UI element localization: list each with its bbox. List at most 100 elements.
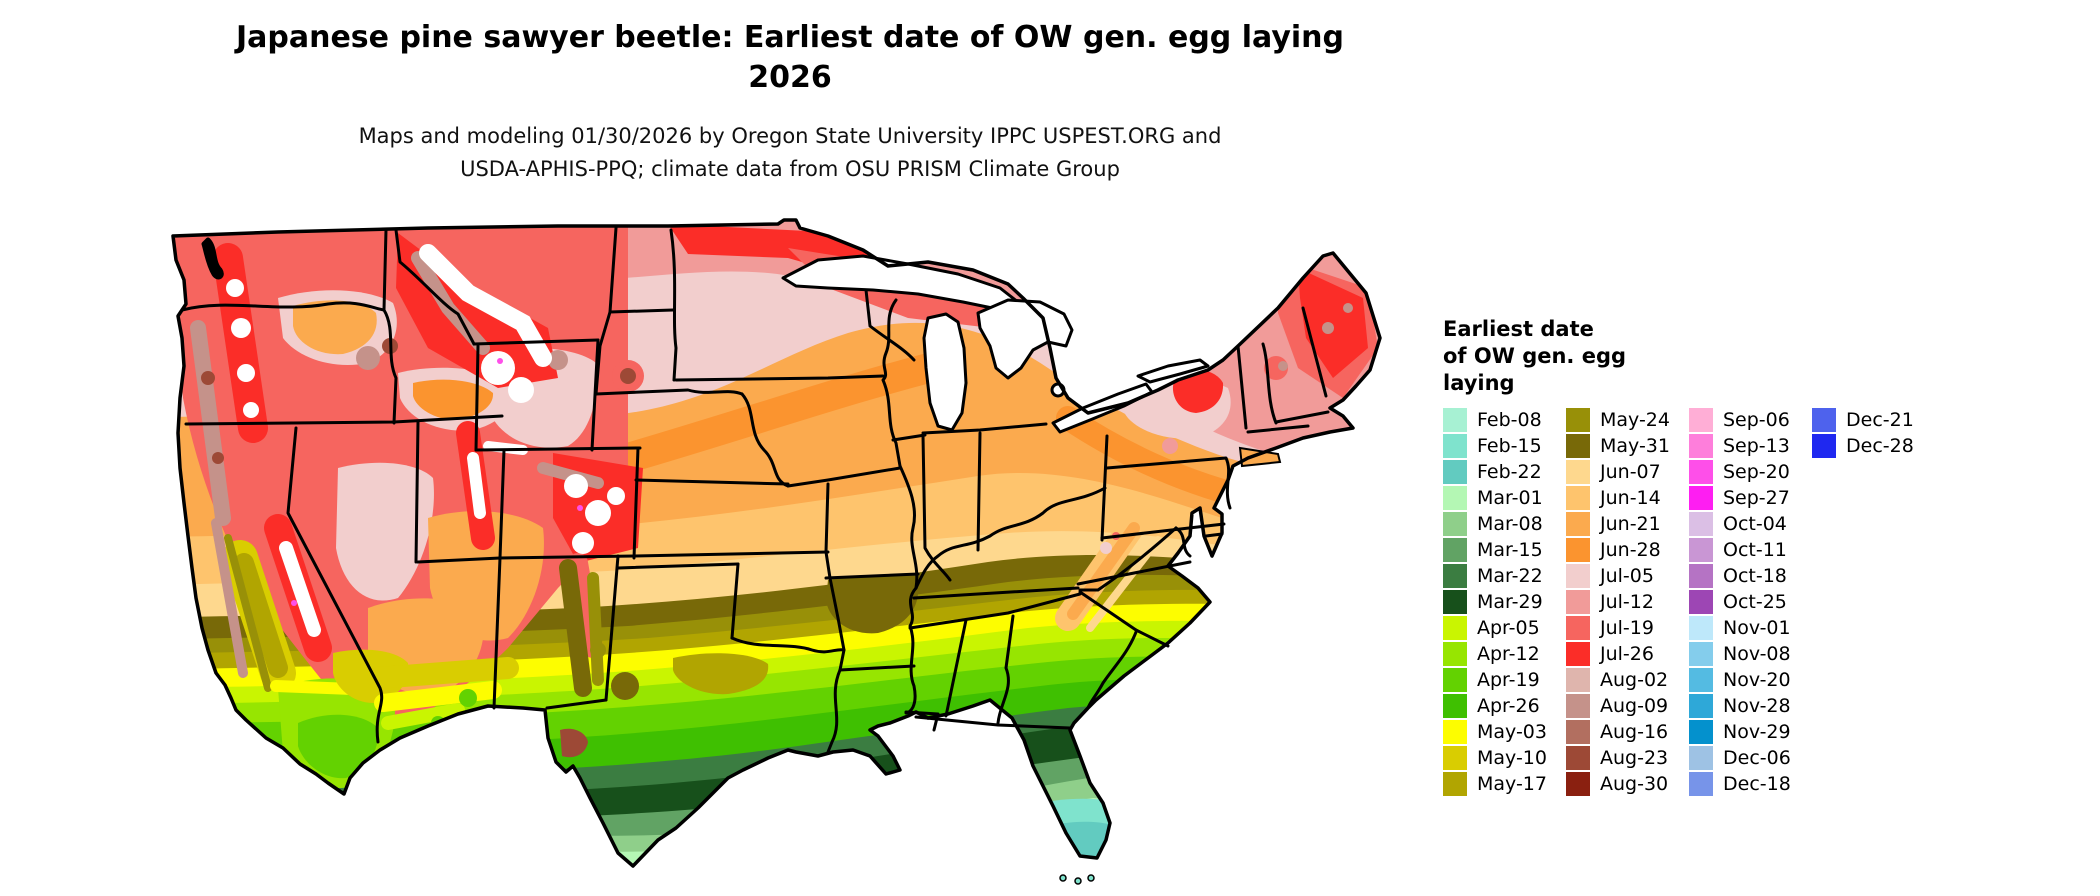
legend-label: Sep-27 (1723, 487, 1790, 509)
legend-swatch (1443, 460, 1467, 484)
legend-swatch (1443, 434, 1467, 458)
legend-row: Aug-02 (1566, 667, 1689, 693)
legend-swatch (1566, 642, 1590, 666)
legend-row: Dec-21 (1812, 407, 1935, 433)
legend-column-1: Feb-08 Feb-15 Feb-22 Mar-01 Mar-08 Mar-15 Mar-… (1443, 407, 1566, 797)
legend-label: Jun-07 (1600, 461, 1661, 483)
legend-label: Nov-28 (1723, 695, 1791, 717)
legend-swatch (1689, 720, 1713, 744)
legend-swatch (1443, 512, 1467, 536)
legend-row: Nov-29 (1689, 719, 1812, 745)
legend-label: Oct-25 (1723, 591, 1787, 613)
legend-row: Jul-05 (1566, 563, 1689, 589)
legend-label: Aug-23 (1600, 747, 1669, 769)
legend-label: Aug-16 (1600, 721, 1669, 743)
florida-keys (1059, 874, 1095, 885)
legend-label: May-10 (1477, 747, 1547, 769)
legend-row: Oct-11 (1689, 537, 1812, 563)
legend-swatch (1443, 564, 1467, 588)
legend-label: Sep-06 (1723, 409, 1790, 431)
legend-column-3: Sep-06 Sep-13 Sep-20 Sep-27 Oct-04 Oct-11 Oct-… (1689, 407, 1812, 797)
legend-row: Apr-12 (1443, 641, 1566, 667)
legend-column-2: May-24 May-31 Jun-07 Jun-14 Jun-21 Jun-28 Jul-… (1566, 407, 1689, 797)
legend-swatch (1566, 434, 1590, 458)
legend-swatch (1566, 564, 1590, 588)
legend-swatch (1566, 590, 1590, 614)
page-subtitle-line1: Maps and modeling 01/30/2026 by Oregon S… (358, 124, 1222, 148)
legend-label: Dec-28 (1846, 435, 1914, 457)
legend-label: Jul-26 (1600, 643, 1654, 665)
legend-row: Jul-26 (1566, 641, 1689, 667)
legend-row: Apr-05 (1443, 615, 1566, 641)
legend-label: May-31 (1600, 435, 1670, 457)
legend-label: Mar-15 (1477, 539, 1543, 561)
legend-row: Apr-26 (1443, 693, 1566, 719)
legend-swatch (1689, 564, 1713, 588)
legend-label: Dec-18 (1723, 773, 1791, 795)
legend-label: Feb-08 (1477, 409, 1542, 431)
legend-row: Jun-21 (1566, 511, 1689, 537)
us-outline (171, 218, 1382, 868)
us-map-container (128, 218, 1408, 892)
us-map (171, 218, 1382, 885)
legend-label: May-24 (1600, 409, 1670, 431)
legend-row: Jun-07 (1566, 459, 1689, 485)
legend-swatch (1689, 538, 1713, 562)
legend-row: May-17 (1443, 771, 1566, 797)
legend-title-line3: laying (1443, 371, 1515, 395)
legend-row: Oct-04 (1689, 511, 1812, 537)
legend-row: Aug-09 (1566, 693, 1689, 719)
legend-row: Aug-16 (1566, 719, 1689, 745)
map-raster-fills (173, 220, 1380, 866)
legend-swatch (1566, 486, 1590, 510)
legend-row: Jul-12 (1566, 589, 1689, 615)
legend-label: Jul-05 (1600, 565, 1654, 587)
legend-label: Apr-12 (1477, 643, 1540, 665)
legend-label: Sep-20 (1723, 461, 1790, 483)
legend-label: Apr-05 (1477, 617, 1540, 639)
legend-label: Aug-02 (1600, 669, 1669, 691)
legend-label: Nov-01 (1723, 617, 1791, 639)
legend-title: Earliest date of OW gen. egg laying (1443, 316, 2003, 397)
legend-swatch (1566, 668, 1590, 692)
legend-swatch (1443, 642, 1467, 666)
legend-swatch (1443, 668, 1467, 692)
legend-swatch (1443, 720, 1467, 744)
legend-label: Mar-08 (1477, 513, 1543, 535)
legend-row: Jul-19 (1566, 615, 1689, 641)
legend-swatch (1443, 408, 1467, 432)
legend-label: Jul-19 (1600, 617, 1654, 639)
legend-swatch (1689, 746, 1713, 770)
page-subtitle-line2: USDA-APHIS-PPQ; climate data from OSU PR… (460, 157, 1120, 181)
legend-label: Nov-20 (1723, 669, 1791, 691)
legend-swatch (1689, 694, 1713, 718)
legend-row: Mar-22 (1443, 563, 1566, 589)
legend-swatch (1566, 460, 1590, 484)
legend-row: Mar-08 (1443, 511, 1566, 537)
legend-row: Nov-08 (1689, 641, 1812, 667)
legend-row: Apr-19 (1443, 667, 1566, 693)
legend-label: Jun-28 (1600, 539, 1661, 561)
legend-swatch (1443, 538, 1467, 562)
legend-row: Sep-06 (1689, 407, 1812, 433)
legend-swatch (1443, 590, 1467, 614)
legend-label: Jun-21 (1600, 513, 1661, 535)
legend-label: Aug-09 (1600, 695, 1669, 717)
legend-label: Jul-12 (1600, 591, 1654, 613)
legend-swatch (1812, 408, 1836, 432)
legend-label: Mar-01 (1477, 487, 1543, 509)
legend-label: Dec-21 (1846, 409, 1914, 431)
legend-row: Nov-01 (1689, 615, 1812, 641)
legend-row: Jun-28 (1566, 537, 1689, 563)
page-title-line1: Japanese pine sawyer beetle: Earliest da… (235, 20, 1345, 55)
legend-label: Sep-13 (1723, 435, 1790, 457)
legend-row: May-03 (1443, 719, 1566, 745)
puget-sound (201, 237, 224, 280)
legend-label: Feb-22 (1477, 461, 1542, 483)
legend-row: Sep-13 (1689, 433, 1812, 459)
legend-label: Nov-29 (1723, 721, 1791, 743)
title-block: Japanese pine sawyer beetle: Earliest da… (210, 18, 1370, 186)
legend-label: Mar-29 (1477, 591, 1543, 613)
page-title-line2: 2026 (748, 60, 832, 95)
legend-swatch (1443, 772, 1467, 796)
